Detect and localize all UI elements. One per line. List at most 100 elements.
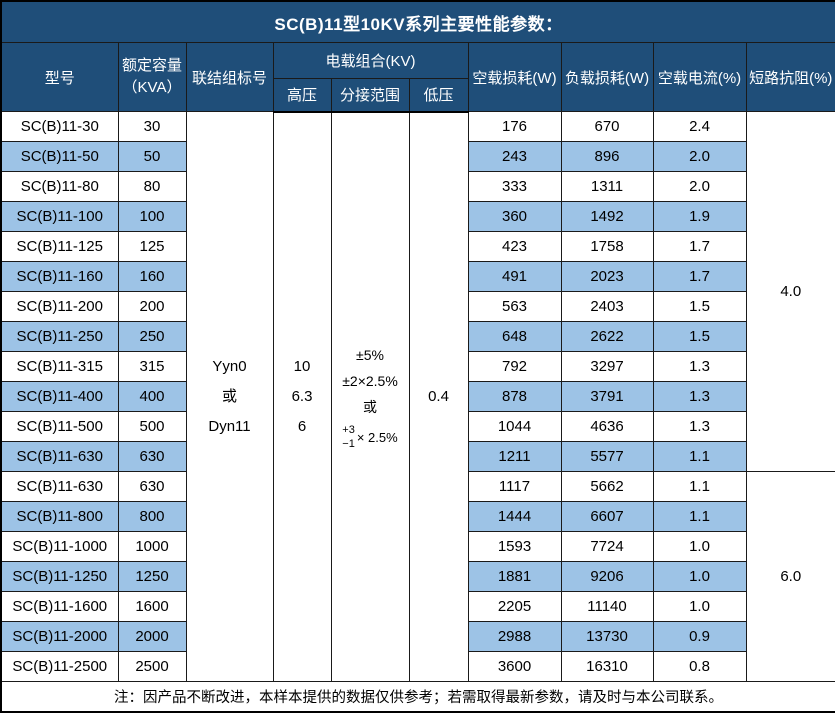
cell-load-loss: 3297: [560, 351, 654, 382]
cell-no-load-loss: 2988: [467, 621, 562, 652]
cell-model: SC(B)11-125: [0, 231, 119, 262]
table-row: SC(B)11-630 630 1211 5577 1.1: [0, 441, 835, 472]
cell-no-load-current: 1.7: [652, 231, 747, 262]
cell-capacity: 2500: [117, 651, 187, 682]
cell-no-load-current: 1.9: [652, 201, 747, 232]
cell-no-load-loss: 563: [467, 291, 562, 322]
connection-line: 或: [221, 387, 237, 405]
cell-load-loss: 2023: [560, 261, 654, 292]
table-row: SC(B)11-1600 1600 2205 11140 1.0: [0, 591, 835, 622]
cell-capacity: 1250: [117, 561, 187, 592]
cell-capacity: 2000: [117, 621, 187, 652]
cell-no-load-current: 0.8: [652, 651, 747, 682]
cell-model: SC(B)11-80: [0, 171, 119, 202]
cell-model: SC(B)11-30: [0, 111, 119, 142]
footer-row: 注：因产品不断改进，本样本提供的数据仅供参考；若需取得最新参数，请及时与本公司联…: [0, 681, 835, 712]
tap-line: ±5%: [356, 346, 384, 363]
cell-model: SC(B)11-630: [0, 441, 119, 472]
col-header-tap-range: 分接范围: [330, 78, 410, 113]
cell-load-loss: 1311: [560, 171, 654, 202]
table-row: SC(B)11-160 160 491 2023 1.7: [0, 261, 835, 292]
col-header-no-load-loss: 空载损耗(W): [467, 42, 562, 112]
cell-load-loss: 5662: [560, 471, 654, 502]
cell-model: SC(B)11-250: [0, 321, 119, 352]
table-row: SC(B)11-500 500 1044 4636 1.3: [0, 411, 835, 442]
cell-no-load-loss: 1211: [467, 441, 562, 472]
table-row: SC(B)11-2500 2500 3600 16310 0.8: [0, 651, 835, 682]
table-row: SC(B)11-1250 1250 1881 9206 1.0: [0, 561, 835, 592]
table-row: SC(B)11-250 250 648 2622 1.5: [0, 321, 835, 352]
connection-line: Yyn0: [212, 357, 247, 375]
cell-load-loss: 9206: [560, 561, 654, 592]
hv-line: 10: [293, 357, 311, 375]
table-row: SC(B)11-80 80 333 1311 2.0: [0, 171, 835, 202]
hv-line: 6: [297, 417, 307, 435]
tap-stack-notation: +3 −1 × 2.5%: [342, 423, 397, 452]
cell-load-loss: 670: [560, 111, 654, 142]
cell-no-load-current: 2.0: [652, 141, 747, 172]
footer-note: 注：因产品不断改进，本样本提供的数据仅供参考；若需取得最新参数，请及时与本公司联…: [0, 681, 835, 712]
cell-no-load-loss: 1117: [467, 471, 562, 502]
cell-load-loss: 7724: [560, 531, 654, 562]
cell-no-load-current: 1.0: [652, 531, 747, 562]
cell-capacity: 125: [117, 231, 187, 262]
cell-load-loss: 6607: [560, 501, 654, 532]
cell-no-load-current: 1.3: [652, 381, 747, 412]
cell-no-load-loss: 1881: [467, 561, 562, 592]
cell-no-load-loss: 792: [467, 351, 562, 382]
cell-no-load-current: 1.1: [652, 471, 747, 502]
cell-model: SC(B)11-160: [0, 261, 119, 292]
header-row-1: 型号 额定容量 （KVA） 联结组标号 电载组合(KV) 空载损耗(W) 负载损…: [0, 42, 835, 112]
cell-capacity: 30: [117, 111, 187, 142]
cell-model: SC(B)11-315: [0, 351, 119, 382]
hv-line: 6.3: [291, 387, 313, 405]
cell-capacity: 200: [117, 291, 187, 322]
cell-capacity: 80: [117, 171, 187, 202]
tap-stack: +3 −1: [342, 423, 355, 452]
cell-load-loss: 16310: [560, 651, 654, 682]
table-row: SC(B)11-50 50 243 896 2.0: [0, 141, 835, 172]
cell-capacity: 160: [117, 261, 187, 292]
cell-model: SC(B)11-50: [0, 141, 119, 172]
table-row: SC(B)11-630 630 1117 5662 1.1 6.0: [0, 471, 835, 682]
table-row: SC(B)11-200 200 563 2403 1.5: [0, 291, 835, 322]
col-header-no-load-current: 空载电流(%): [652, 42, 747, 112]
title-row: SC(B)11型10KV系列主要性能参数：: [0, 0, 835, 43]
connection-line: Dyn11: [208, 417, 251, 435]
cell-no-load-current: 1.3: [652, 411, 747, 442]
cell-load-loss: 2622: [560, 321, 654, 352]
table-row: SC(B)11-800 800 1444 6607 1.1: [0, 501, 835, 532]
cell-model: SC(B)11-2500: [0, 651, 119, 682]
cell-no-load-loss: 1044: [467, 411, 562, 442]
cell-capacity: 800: [117, 501, 187, 532]
cell-connection-group: Yyn0 或 Dyn11: [185, 111, 274, 682]
table-row: SC(B)11-125 125 423 1758 1.7: [0, 231, 835, 262]
cell-load-loss: 2403: [560, 291, 654, 322]
capacity-header-line2: （KVA）: [122, 79, 182, 96]
cell-load-loss: 896: [560, 141, 654, 172]
cell-no-load-current: 1.5: [652, 321, 747, 352]
cell-no-load-loss: 648: [467, 321, 562, 352]
cell-no-load-loss: 423: [467, 231, 562, 262]
cell-capacity: 100: [117, 201, 187, 232]
cell-capacity: 400: [117, 381, 187, 412]
tap-line: 或: [363, 398, 377, 415]
cell-load-loss: 1492: [560, 201, 654, 232]
col-header-hv: 高压: [272, 78, 332, 113]
cell-model: SC(B)11-500: [0, 411, 119, 442]
cell-model: SC(B)11-1250: [0, 561, 119, 592]
cell-no-load-loss: 491: [467, 261, 562, 292]
cell-model: SC(B)11-800: [0, 501, 119, 532]
cell-high-voltage: 10 6.3 6: [272, 111, 332, 682]
cell-load-loss: 11140: [560, 591, 654, 622]
cell-model: SC(B)11-630: [0, 471, 119, 502]
cell-no-load-current: 0.9: [652, 621, 747, 652]
cell-no-load-loss: 1593: [467, 531, 562, 562]
cell-capacity: 250: [117, 321, 187, 352]
cell-model: SC(B)11-2000: [0, 621, 119, 652]
cell-model: SC(B)11-1600: [0, 591, 119, 622]
cell-no-load-current: 2.4: [652, 111, 747, 142]
tap-stack-suffix: × 2.5%: [356, 429, 398, 445]
